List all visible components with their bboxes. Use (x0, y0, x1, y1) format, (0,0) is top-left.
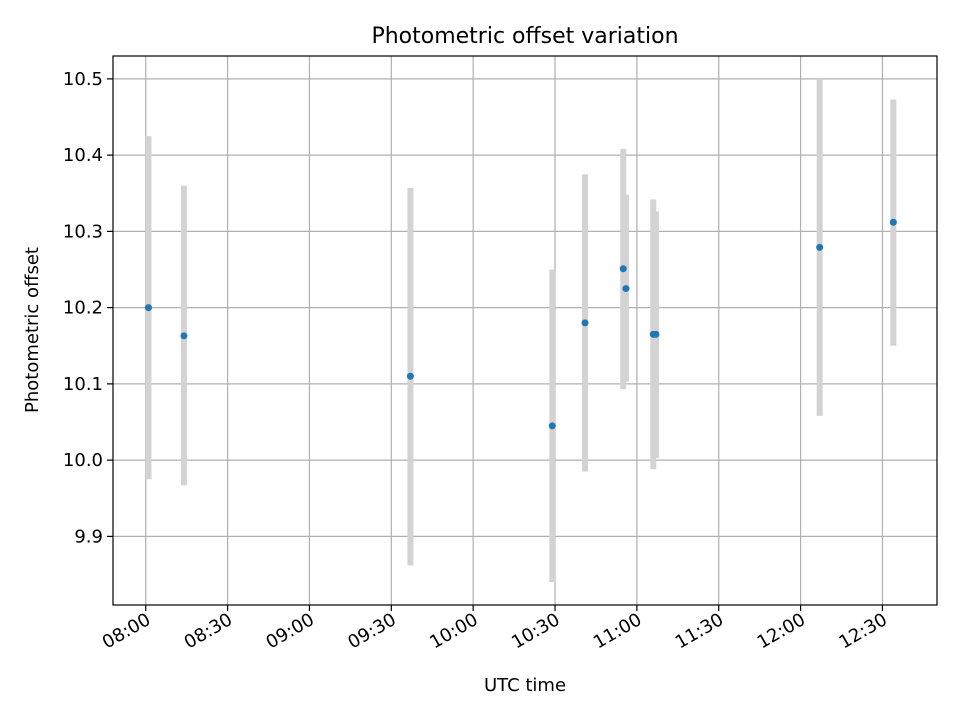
data-point-8 (652, 330, 660, 338)
y-tick-label-3: 10.2 (63, 298, 103, 319)
data-point-9 (816, 243, 824, 251)
data-point-3 (548, 422, 556, 430)
x-tick-label-7: 11:30 (672, 609, 727, 653)
data-point-2 (406, 372, 414, 380)
y-tick-label-6: 10.5 (63, 69, 103, 90)
data-points (144, 218, 897, 430)
x-tick-label-0: 08:00 (99, 609, 154, 653)
chart-title: Photometric offset variation (371, 24, 678, 49)
x-tick-label-5: 10:30 (508, 609, 563, 653)
data-point-1 (180, 332, 188, 340)
x-tick-label-1: 08:30 (181, 609, 236, 653)
y-axis-label: Photometric offset (22, 247, 43, 413)
x-tick-label-2: 09:00 (263, 609, 318, 653)
y-tick-label-1: 10.0 (63, 450, 103, 471)
grid-lines (113, 56, 937, 605)
x-tick-label-3: 09:30 (344, 609, 399, 653)
x-tick-label-4: 10:00 (426, 609, 481, 653)
x-axis-label: UTC time (484, 675, 566, 696)
y-tick-label-2: 10.1 (63, 374, 103, 395)
data-point-6 (622, 285, 630, 293)
y-tick-label-4: 10.3 (63, 221, 103, 242)
data-point-5 (619, 265, 627, 273)
x-tick-label-6: 11:00 (590, 609, 645, 653)
y-axis-ticks: 9.9 10.0 10.1 10.2 10.3 10.4 10.5 (63, 69, 113, 547)
error-bars (145, 78, 897, 583)
data-point-4 (581, 319, 589, 327)
data-point-0 (144, 304, 152, 312)
x-axis-ticks: 08:00 08:30 09:00 09:30 10:00 10:30 11:00 11:30… (99, 605, 891, 653)
plot-frame (112, 55, 938, 606)
data-point-10 (889, 218, 897, 226)
y-tick-label-0: 9.9 (74, 526, 103, 547)
y-tick-label-5: 10.4 (63, 145, 103, 166)
x-tick-label-9: 12:30 (836, 609, 891, 653)
x-tick-label-8: 12:00 (754, 609, 809, 653)
